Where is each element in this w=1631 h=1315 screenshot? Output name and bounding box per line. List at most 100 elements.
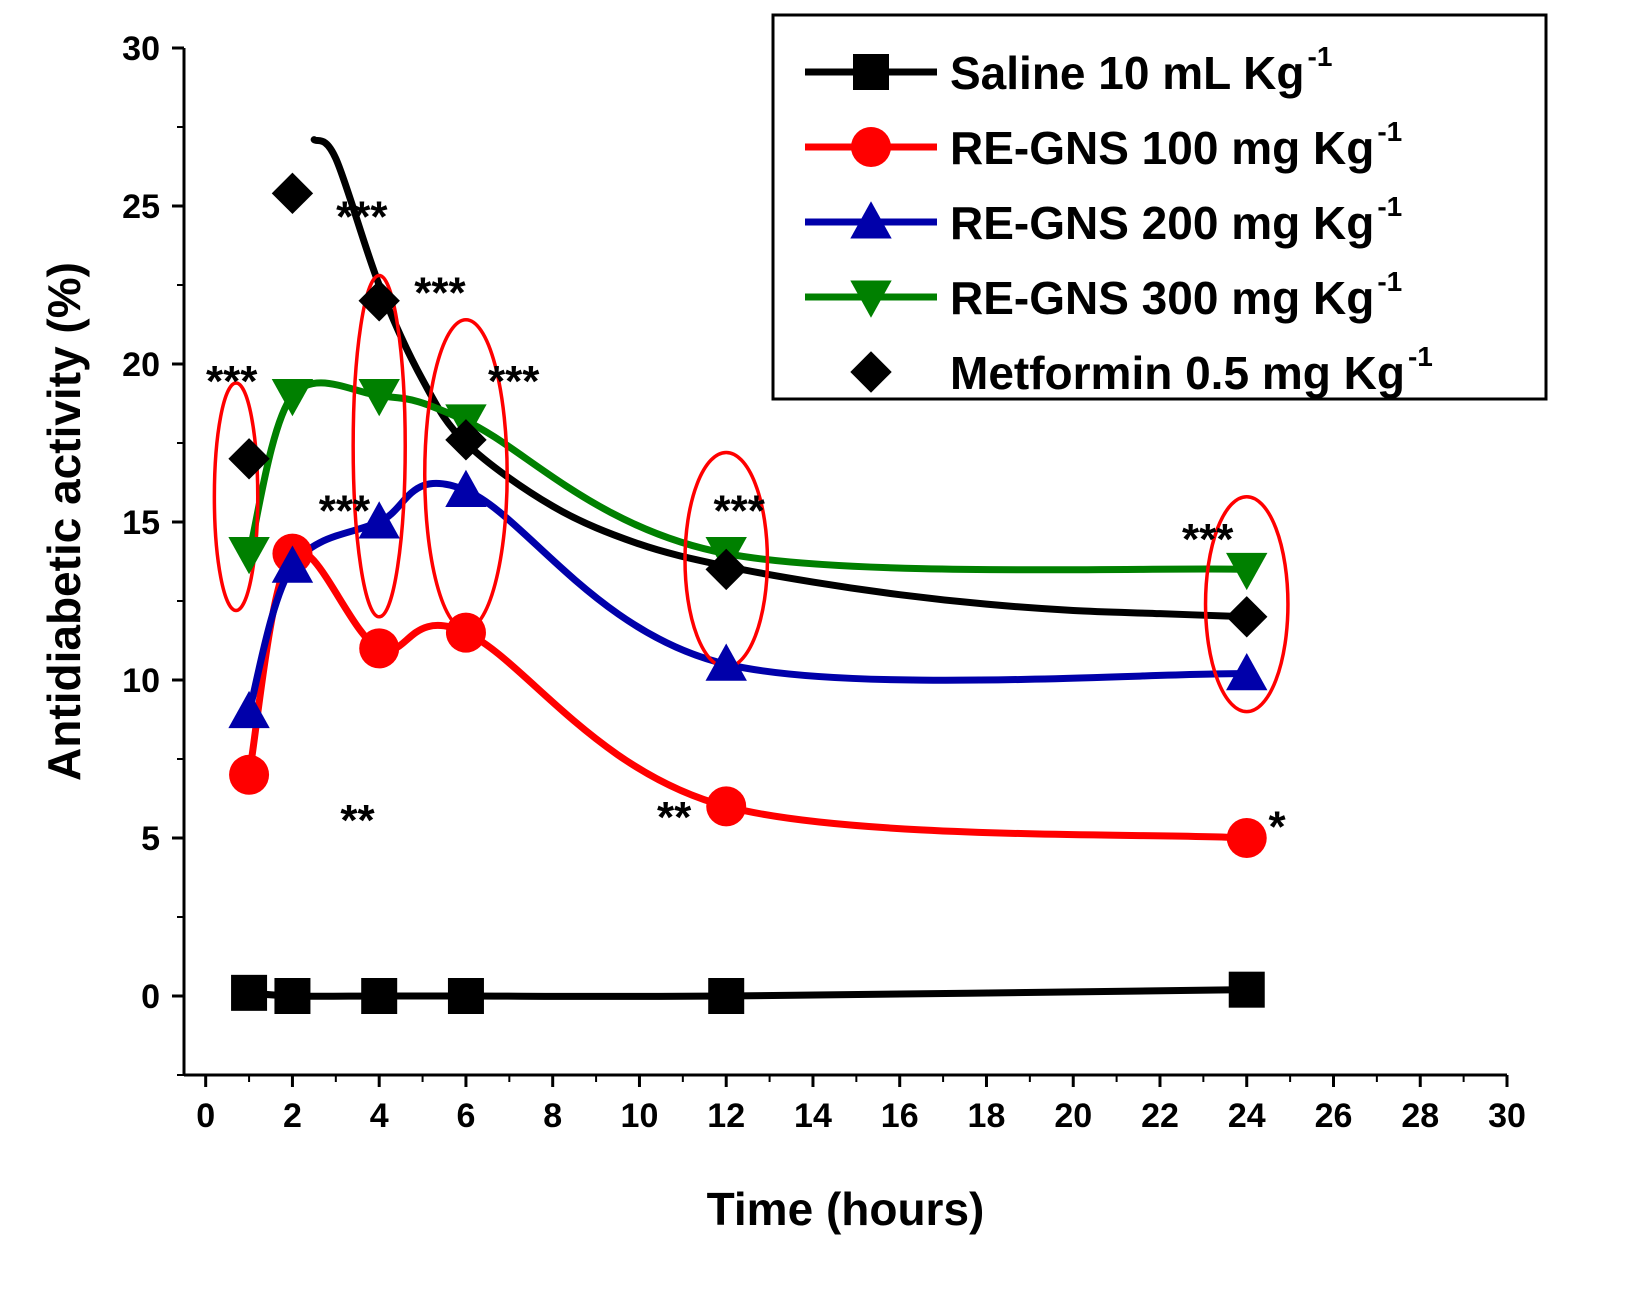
y-axis-title: Antidiabetic activity (%) [38,262,90,781]
legend-marker-3 [850,280,892,318]
x-tick-label: 0 [196,1097,215,1135]
x-tick-label: 14 [794,1097,832,1135]
significance-label-8: ** [657,793,692,842]
significance-label-9: * [1269,802,1287,851]
series-markers [228,172,1268,1014]
legend-label-3: RE-GNS 300 mg Kg [950,272,1374,324]
legend-label-2: RE-GNS 200 mg Kg [950,197,1374,249]
x-tick-label: 22 [1141,1097,1179,1135]
legend-box [771,13,1548,401]
legend-marker-1 [851,127,891,167]
significance-label-7: ** [340,796,375,845]
significance-label-2: *** [414,268,466,317]
y-tick-label: 20 [122,346,160,384]
legend-marker-4-shape [850,351,892,393]
legend-entry-1: RE-GNS 100 mg Kg -1 [805,116,1402,174]
legend-label-0: Saline 10 mL Kg [950,47,1305,99]
significance-label-1: *** [336,192,388,241]
legend-label-sup-3: -1 [1377,266,1402,297]
legend-entry-0: Saline 10 mL Kg -1 [805,41,1332,99]
x-tick-label: 6 [456,1097,475,1135]
x-tick-label: 12 [707,1097,745,1135]
x-tick-label: 2 [283,1097,302,1135]
x-axis-title: Time (hours) [707,1183,985,1235]
x-tick-label: 26 [1315,1097,1353,1135]
series-4-point-0-shape [228,438,270,480]
legend-entry-4: Metformin 0.5 mg Kg -1 [850,341,1433,399]
x-tick-label: 30 [1488,1097,1526,1135]
x-tick-label: 8 [543,1097,562,1135]
significance-annotations: *************** ******** ** * [206,192,1287,851]
series-3-point-2 [358,379,400,417]
series-1-point-4 [706,786,747,827]
legend-label-sup-2: -1 [1377,191,1402,222]
series-1-point-5 [1226,818,1267,858]
significance-label-0: *** [206,357,258,406]
x-tick-label: 20 [1054,1097,1092,1135]
legend-label-sup-4: -1 [1408,341,1433,372]
series-2-point-4 [705,643,747,681]
legend-marker-2 [850,201,892,239]
series-3-point-5 [1226,552,1268,591]
legend-label-sup-1: -1 [1377,116,1402,147]
series-4-point-1 [271,172,314,215]
series-0-point-3 [447,978,484,1014]
series-4-point-3-shape [445,419,487,461]
series-4-point-3 [445,419,487,461]
series-1-point-2 [359,628,400,669]
series-4-point-4 [705,548,747,591]
x-tick-label: 10 [621,1097,659,1135]
legend-label-4: Metformin 0.5 mg Kg [950,347,1405,399]
legend-marker-0 [853,54,889,90]
x-tick-label: 4 [370,1097,389,1135]
legend-label-1: RE-GNS 100 mg Kg [950,122,1374,174]
legend-label-sup-0: -1 [1308,41,1333,72]
x-tick-label: 28 [1401,1097,1439,1135]
legend-entry-2: RE-GNS 200 mg Kg -1 [805,191,1402,249]
series-line-0 [245,986,1251,1000]
highlight-ellipses [212,273,1290,714]
highlight-ellipse-4 [1203,494,1290,714]
y-tick-label: 5 [141,820,160,858]
series-2-point-5 [1226,652,1268,691]
y-tick-label: 30 [122,30,160,68]
series-4-point-5-shape [1226,596,1268,638]
series-1-point-0 [229,754,270,795]
significance-label-3: *** [488,357,540,406]
y-tick-label: 15 [122,504,160,542]
series-4-point-1-shape [271,172,314,215]
series-line-1 [245,547,1251,842]
significance-label-4: *** [319,486,371,535]
series-0-point-2 [361,978,398,1014]
series-3-point-1 [271,379,314,417]
series-2-point-0 [228,690,270,729]
x-tick-label: 24 [1228,1097,1266,1135]
series-4-point-4-shape [705,548,747,591]
series-0-point-0 [231,974,268,1011]
legend-marker-4 [850,351,892,393]
series-2-point-3 [445,469,487,507]
significance-label-6: *** [1182,515,1234,564]
legend-entry-3: RE-GNS 300 mg Kg -1 [805,266,1402,324]
series-2-point-2 [358,501,400,539]
y-tick-label: 10 [122,662,160,700]
series-4-point-0 [228,438,270,480]
significance-label-5: *** [714,486,766,535]
highlight-ellipse-1 [351,273,407,619]
series-3-point-0 [228,537,270,575]
series-1-point-3 [445,612,486,653]
x-tick-label: 16 [881,1097,919,1135]
series-line-3 [245,379,1251,574]
x-tick-label: 18 [968,1097,1006,1135]
series-4-point-5 [1226,596,1268,638]
y-tick-label: 25 [122,188,160,226]
series-0-point-4 [708,978,745,1014]
series-4-point-2 [358,280,400,322]
series-0-point-5 [1228,971,1265,1008]
series-4-point-2-shape [358,280,400,322]
highlight-ellipse-0 [212,381,260,613]
y-tick-label: 0 [141,978,160,1016]
